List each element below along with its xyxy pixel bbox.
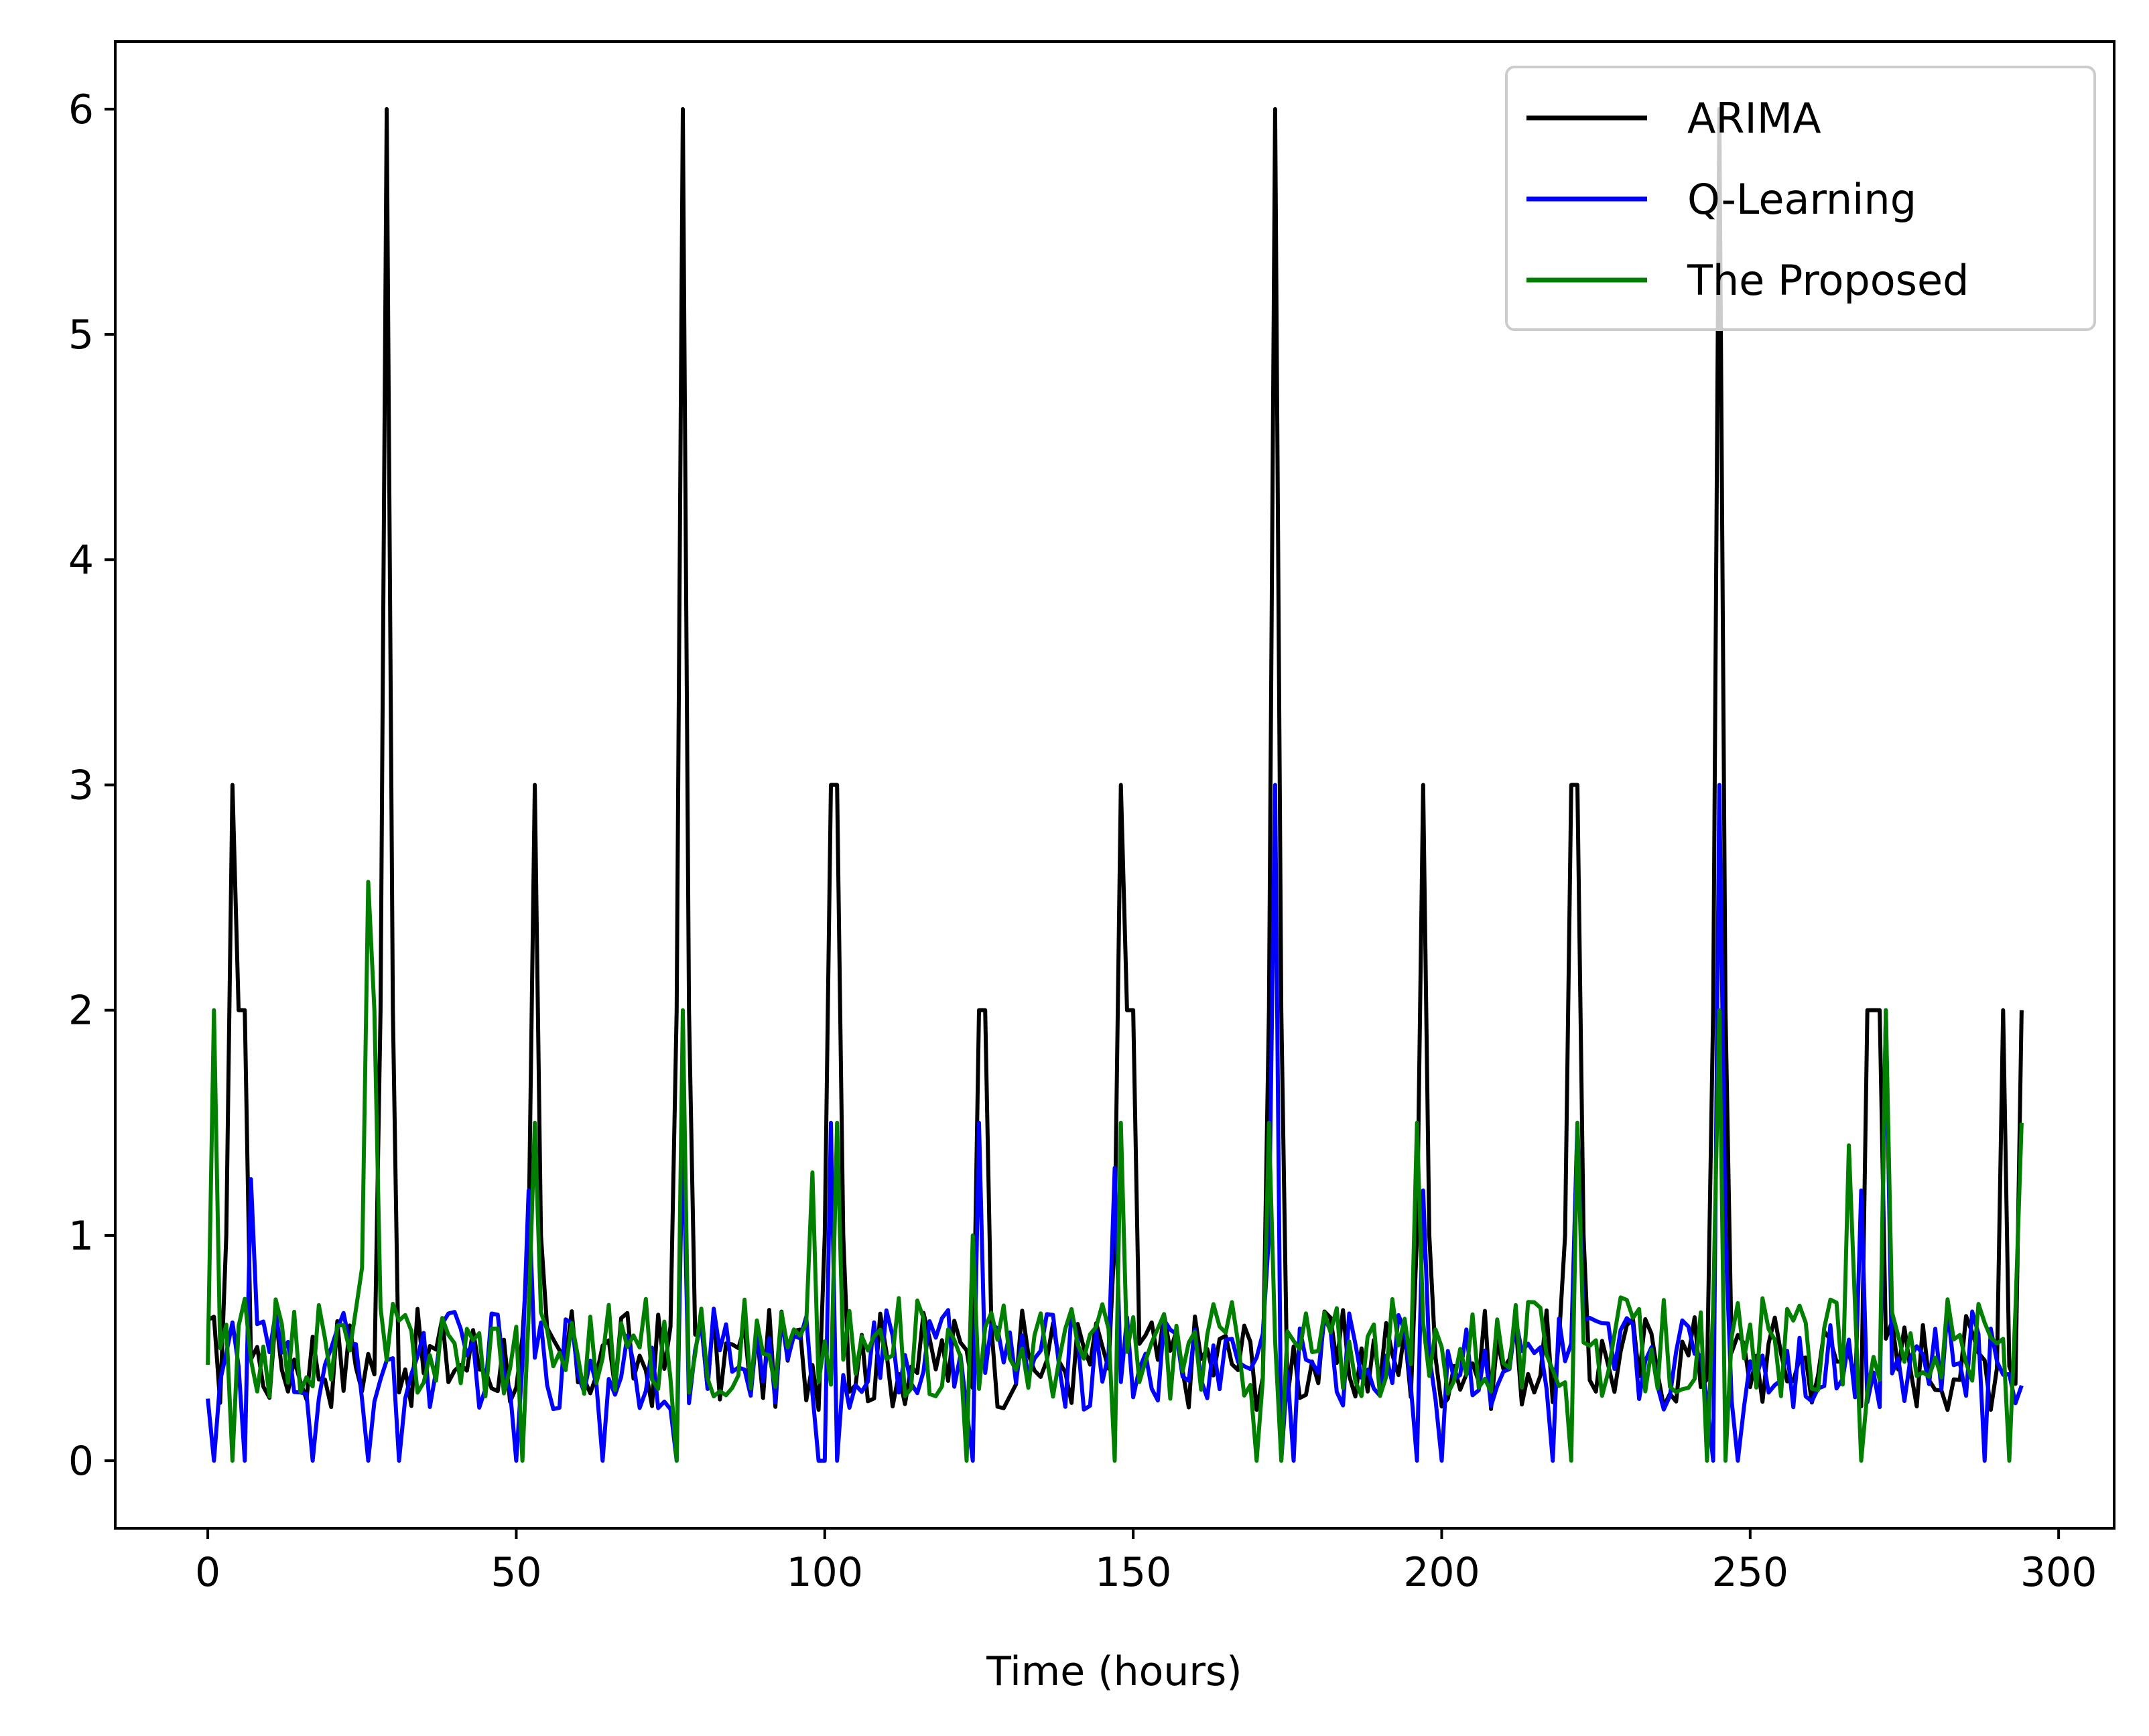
y-tick-label: 3 xyxy=(68,762,94,809)
legend-label-q-learning: Q-Learning xyxy=(1687,175,1916,224)
x-tick-label: 100 xyxy=(787,1549,864,1596)
x-tick-label: 250 xyxy=(1712,1549,1789,1596)
x-tick-label: 200 xyxy=(1403,1549,1480,1596)
y-tick-label: 0 xyxy=(68,1438,94,1485)
series-line-the-proposed xyxy=(206,880,2024,1463)
y-axis: 0 1 2 3 4 5 6 xyxy=(68,86,115,1485)
x-tick-label: 50 xyxy=(491,1549,541,1596)
y-tick-label: 4 xyxy=(68,537,94,584)
series-line-q-learning xyxy=(206,783,2024,1463)
legend-label-arima: ARIMA xyxy=(1687,94,1821,143)
legend-label-the-proposed: The Proposed xyxy=(1687,256,1969,305)
x-tick-label: 300 xyxy=(2020,1549,2097,1596)
x-tick-label: 150 xyxy=(1095,1549,1172,1596)
x-tick-label: 0 xyxy=(195,1549,220,1596)
y-tick-label: 6 xyxy=(68,86,94,133)
y-tick-label: 2 xyxy=(68,988,94,1034)
x-axis: 0 50 100 150 200 250 300 xyxy=(195,1528,2097,1596)
x-axis-label: Time (hours) xyxy=(986,1648,1242,1695)
y-tick-label: 5 xyxy=(68,312,94,358)
y-tick-label: 1 xyxy=(68,1213,94,1260)
legend: ARIMA Q-Learning The Proposed xyxy=(1505,66,2096,331)
legend-box xyxy=(1505,66,2096,331)
